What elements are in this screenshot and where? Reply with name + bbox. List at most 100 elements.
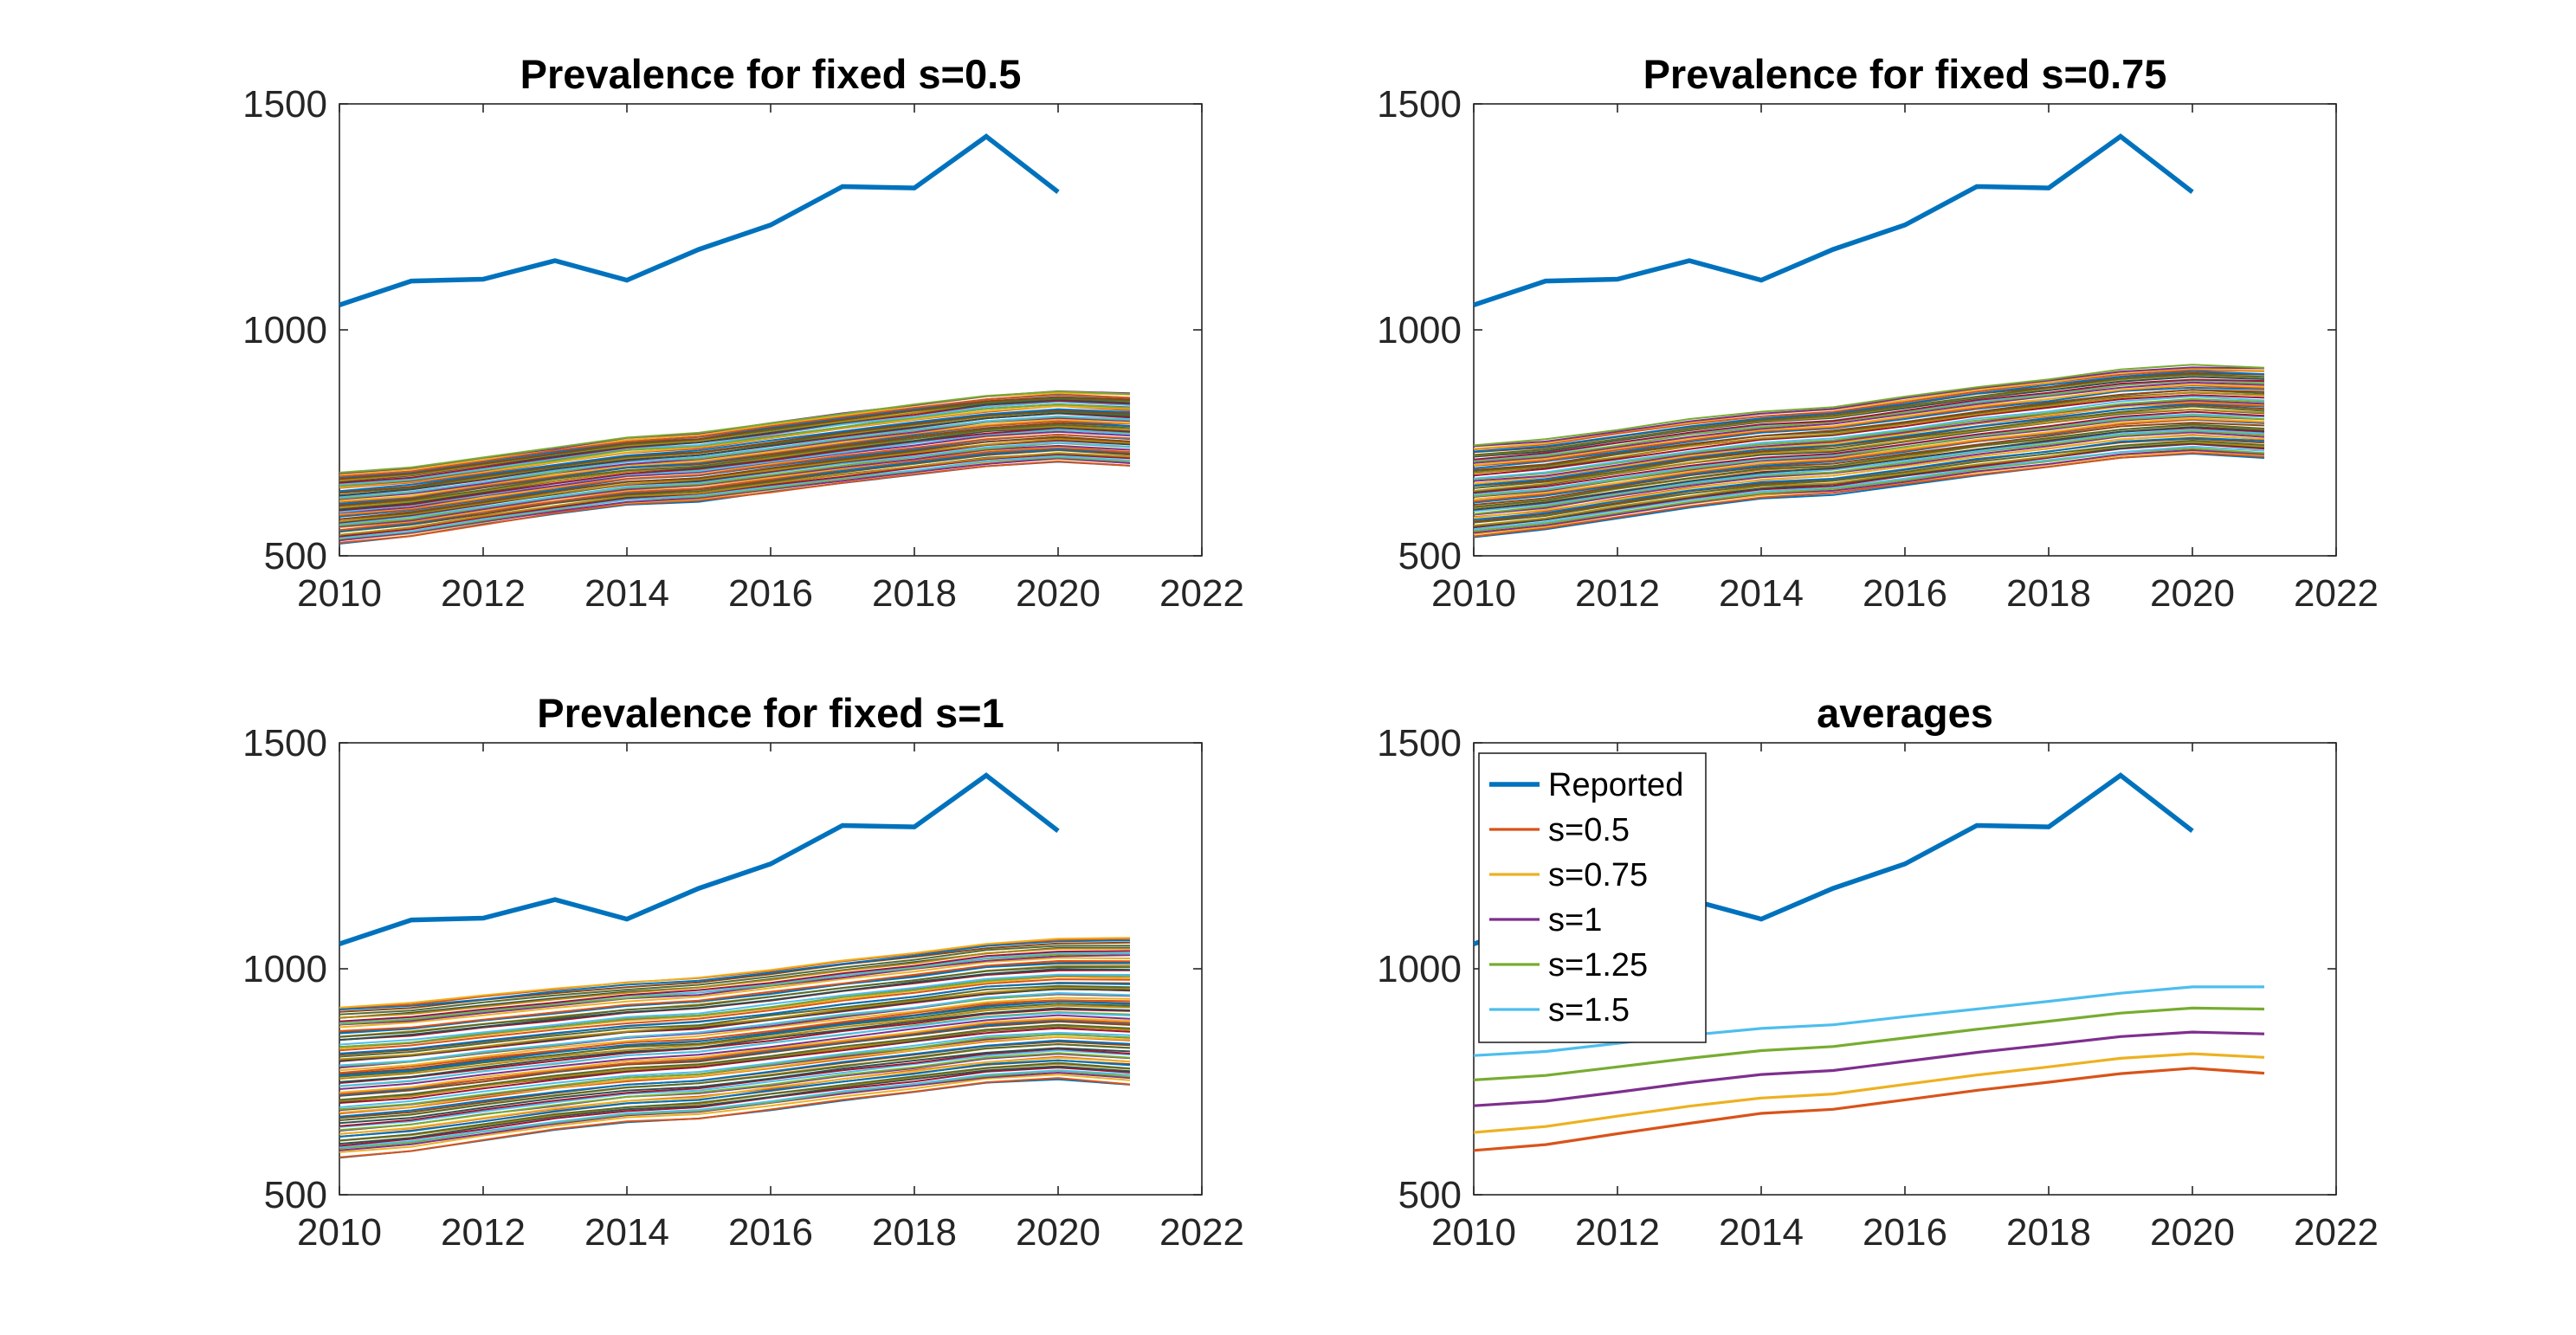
legend-box (1478, 752, 1707, 1043)
ensemble-line (1474, 394, 2265, 477)
legend-label: Reported (1548, 767, 1683, 803)
ensemble-line (339, 976, 1131, 1050)
ensemble-line (339, 982, 1131, 1054)
panel-3: 2010 2012 2014 2016 2018 2020 2022 500 1000 1500 P… (242, 690, 1244, 1254)
x-tick-label: 2014 (584, 572, 669, 615)
chart-title: Prevalence for fixed s=1 (537, 690, 1004, 736)
ensemble-line (339, 1000, 1131, 1076)
reported-line (339, 772, 1060, 946)
ensemble-line (339, 1014, 1131, 1090)
plot-lines (339, 772, 1131, 1159)
ensemble-line (339, 1004, 1131, 1080)
ensemble-line (339, 1059, 1131, 1138)
ensemble-line (339, 401, 1131, 486)
chart-title: averages (1817, 690, 1993, 736)
ensemble-line (339, 996, 1131, 1072)
x-tick-label: 2010 (1431, 1211, 1516, 1254)
plot-lines (339, 133, 1131, 545)
ensemble-line (339, 978, 1131, 1052)
ensemble-line (339, 1008, 1131, 1084)
y-tick-label: 1000 (242, 948, 327, 990)
ensemble-line (339, 405, 1131, 488)
ensemble-line (339, 1031, 1131, 1108)
ensemble-line (339, 1003, 1131, 1078)
y-tick-label: 1000 (1377, 309, 1462, 351)
ensemble-line (339, 991, 1131, 1067)
reported-line (1474, 133, 2194, 307)
ensemble-line (339, 423, 1131, 507)
ensemble-line (339, 422, 1131, 506)
y-tick-label: 500 (1398, 1174, 1462, 1216)
chart-title: Prevalence for fixed s=0.75 (1643, 51, 2167, 97)
ensemble-line (339, 396, 1131, 480)
ensemble-line (1474, 373, 2265, 456)
ensemble-line (339, 429, 1131, 513)
y-tick-label: 1000 (1377, 948, 1462, 990)
ensemble-line (339, 986, 1131, 1061)
y-tick-label: 500 (1398, 535, 1462, 577)
ensemble-line (339, 1052, 1131, 1132)
ensemble-line (339, 959, 1131, 1032)
series-line (1474, 985, 2264, 1057)
ensemble-line (1474, 364, 2265, 447)
ensemble-line (339, 1067, 1131, 1147)
ensemble-line (339, 1065, 1131, 1145)
series-line (1474, 1006, 2265, 1081)
ensemble-line (339, 1056, 1131, 1135)
x-tick-label: 2022 (2294, 1211, 2379, 1254)
ensemble-line (1474, 426, 2265, 511)
ensemble-line (1474, 389, 2265, 471)
ensemble-line (339, 442, 1131, 526)
x-tick-label: 2018 (872, 572, 957, 615)
ensemble-line (339, 427, 1131, 512)
ensemble-line (1474, 448, 2265, 534)
ensemble-line (339, 442, 1131, 526)
ensemble-line (1474, 381, 2265, 464)
ensemble-line (339, 1069, 1131, 1149)
ensemble-line (339, 437, 1131, 523)
ensemble-line (339, 1047, 1131, 1125)
y-tick-label: 1500 (1377, 83, 1462, 126)
ensemble-line (339, 452, 1131, 536)
legend: Reported s=0.5 s=0.75 s=1 s=1.25 s=1.5 (1478, 752, 1707, 1043)
legend-label: s=1.5 (1548, 992, 1630, 1029)
x-tick-label: 2012 (1575, 1211, 1660, 1254)
x-tick-label: 2012 (441, 572, 526, 615)
ensemble-line (1474, 408, 2265, 492)
ensemble-line (1474, 422, 2265, 506)
legend-label: s=0.5 (1548, 812, 1630, 848)
ensemble-line (339, 939, 1131, 1011)
ensemble-line (339, 1039, 1131, 1118)
ensemble-line (1474, 403, 2265, 487)
ensemble-line (339, 460, 1131, 544)
x-tick-label: 2016 (728, 1211, 813, 1254)
ensemble-line (339, 945, 1131, 1016)
x-tick-label: 2016 (1863, 572, 1947, 615)
panel-2: 2010 2012 2014 2016 2018 2020 2022 500 1000 1500 P… (1377, 51, 2379, 615)
ensemble-line (339, 965, 1131, 1038)
ensemble-line (1474, 445, 2265, 531)
ensemble-line (339, 954, 1131, 1026)
y-tick-label: 1500 (242, 83, 327, 126)
ensemble-line (1474, 439, 2265, 524)
ensemble-line (339, 1049, 1131, 1128)
x-tick-label: 2016 (728, 572, 813, 615)
plot-lines (1474, 133, 2265, 539)
ensemble-line (1474, 442, 2265, 528)
ensemble-line (1474, 410, 2265, 494)
x-tick-label: 2020 (1016, 572, 1101, 615)
ensemble-line (339, 1043, 1131, 1121)
x-tick-label: 2014 (1719, 1211, 1804, 1254)
ensemble-line (339, 1061, 1131, 1142)
panel-1: 2010 2012 2014 2016 2018 2020 2022 500 1000 1500 P… (242, 51, 1244, 615)
ensemble-line (1474, 429, 2265, 515)
ensemble-line (1474, 397, 2265, 480)
ensemble-line (1474, 376, 2265, 458)
ensemble-line (339, 937, 1131, 1009)
ensemble-line (339, 950, 1131, 1022)
ensemble-line (1474, 452, 2265, 538)
legend-label: s=0.75 (1548, 857, 1648, 893)
x-tick-label: 2016 (1863, 1211, 1947, 1254)
panel-4: 2010 2012 2014 2016 2018 2020 2022 500 1000 1500 a… (1377, 690, 2379, 1254)
ensemble-line (339, 1020, 1131, 1097)
